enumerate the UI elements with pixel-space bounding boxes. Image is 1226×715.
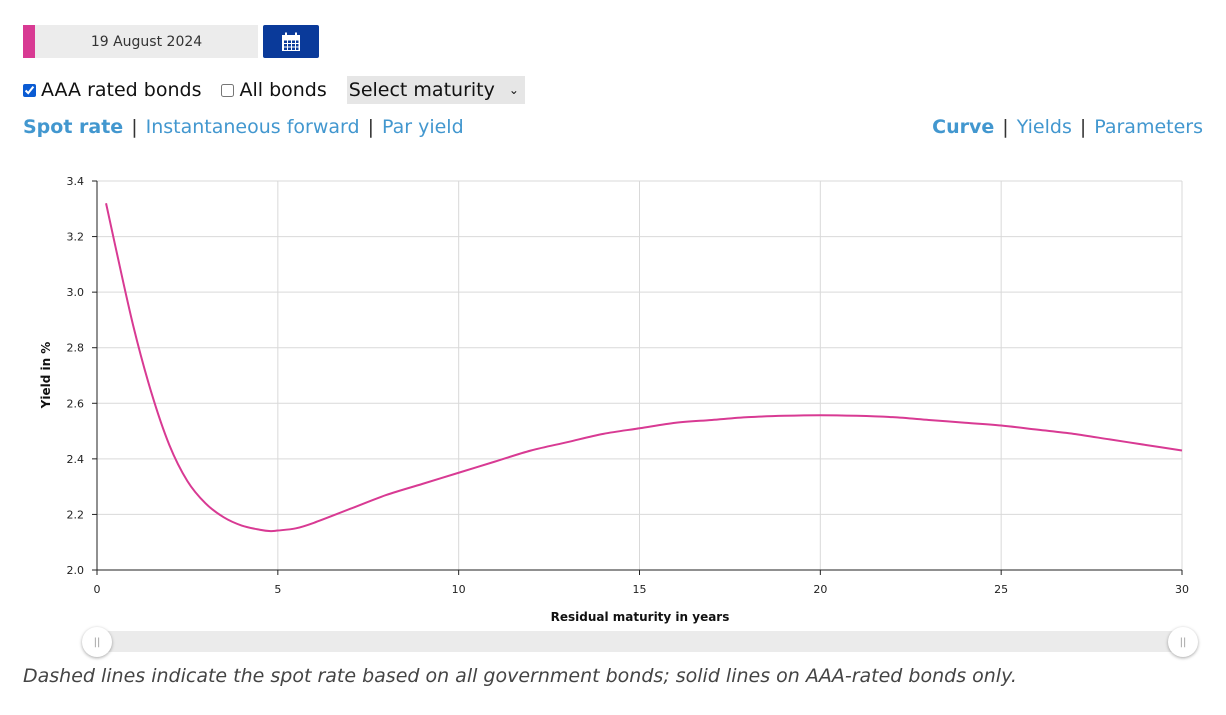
maturity-range-slider[interactable] <box>96 631 1183 652</box>
slider-handle-high[interactable]: || <box>1168 627 1198 657</box>
y-tick-label: 3.4 <box>67 175 85 188</box>
link-separator: | <box>1079 116 1087 138</box>
chart-series <box>105 203 1183 533</box>
maturity-select-value: Select maturity <box>348 79 495 101</box>
curve-type-links: Spot rate | Instantaneous forward | Par yiel… <box>23 116 464 138</box>
aaa-bonds-label: AAA rated bonds <box>41 79 202 101</box>
y-axis-ticks: 2.0 2.2 2.4 2.6 2.8 3.0 3.2 3.4 <box>67 175 97 577</box>
date-accent-bar <box>23 25 35 58</box>
x-axis-title: Residual maturity in years <box>551 610 730 624</box>
x-tick-label: 20 <box>813 583 827 596</box>
y-tick-label: 2.0 <box>67 564 85 577</box>
y-tick-label: 2.4 <box>67 453 85 466</box>
x-tick-label: 10 <box>452 583 466 596</box>
yields-view-link[interactable]: Yields <box>1016 116 1072 138</box>
view-links: Curve | Yields | Parameters <box>932 116 1203 138</box>
bond-options: AAA rated bonds All bonds Select maturit… <box>23 76 525 104</box>
y-tick-label: 2.2 <box>67 508 85 521</box>
y-tick-label: 2.8 <box>67 342 85 355</box>
x-tick-label: 25 <box>994 583 1008 596</box>
x-tick-label: 30 <box>1175 583 1189 596</box>
x-tick-label: 15 <box>633 583 647 596</box>
parameters-view-link[interactable]: Parameters <box>1094 116 1203 138</box>
all-bonds-label: All bonds <box>239 79 327 101</box>
y-axis-title: Yield in % <box>39 342 53 410</box>
grip-icon: || <box>1179 636 1187 648</box>
yield-curve-chart: 0 5 10 15 20 25 30 2.0 2.2 2.4 2.6 2.8 3.0 3.2 3.4 Re… <box>39 175 1189 624</box>
x-axis-ticks: 0 5 10 15 20 25 30 <box>94 570 1189 596</box>
chart-grid <box>97 180 1183 570</box>
calendar-button[interactable] <box>263 25 319 58</box>
y-tick-label: 3.2 <box>67 231 85 244</box>
maturity-select[interactable]: Select maturity ⌄ <box>346 76 525 104</box>
date-value: 19 August 2024 <box>90 33 203 50</box>
x-tick-label: 5 <box>274 583 281 596</box>
date-picker: 19 August 2024 <box>23 25 319 58</box>
y-tick-label: 3.0 <box>67 286 85 299</box>
all-bonds-checkbox[interactable] <box>221 83 235 97</box>
curve-view-link[interactable]: Curve <box>932 116 995 138</box>
calendar-icon <box>282 32 300 51</box>
date-field[interactable]: 19 August 2024 <box>23 25 258 58</box>
link-separator: | <box>367 116 374 138</box>
spot-rate-link[interactable]: Spot rate <box>23 116 124 138</box>
x-tick-label: 0 <box>94 583 101 596</box>
par-yield-link[interactable]: Par yield <box>381 116 464 138</box>
spot-rate-series-line <box>105 203 1183 533</box>
slider-handle-low[interactable]: || <box>82 627 112 657</box>
y-tick-label: 2.6 <box>67 397 85 410</box>
footnote: Dashed lines indicate the spot rate base… <box>23 665 1017 687</box>
aaa-bonds-option[interactable]: AAA rated bonds <box>23 79 201 101</box>
grip-icon: || <box>93 636 101 648</box>
all-bonds-option[interactable]: All bonds <box>221 79 327 101</box>
chevron-down-icon: ⌄ <box>508 83 519 97</box>
link-separator: | <box>131 116 138 138</box>
link-separator: | <box>1002 116 1009 138</box>
instantaneous-forward-link[interactable]: Instantaneous forward <box>145 116 360 138</box>
aaa-bonds-checkbox[interactable] <box>23 83 36 97</box>
